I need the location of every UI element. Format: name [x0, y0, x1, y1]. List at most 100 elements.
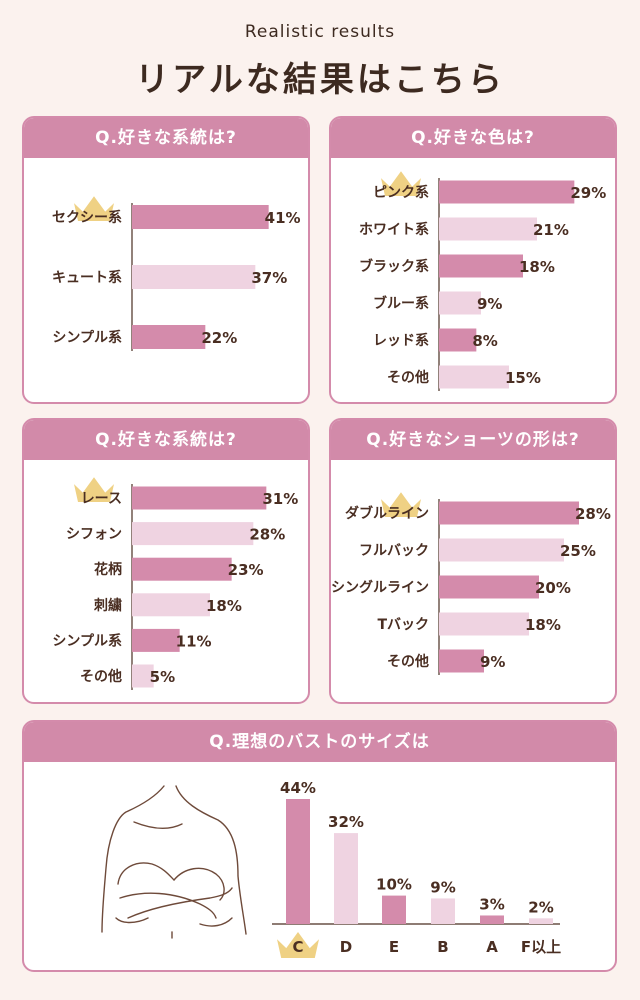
- bar: [132, 593, 210, 617]
- category-label: F以上: [521, 938, 561, 956]
- bar: [439, 365, 509, 389]
- panel-title: Q.好きなショーツの形は?: [331, 420, 615, 460]
- bar: [439, 254, 523, 278]
- value-label: 21%: [533, 221, 569, 239]
- value-label: 31%: [262, 490, 298, 508]
- category-label: セクシー系: [52, 209, 122, 226]
- bar: [382, 895, 406, 924]
- value-label: 28%: [249, 526, 285, 544]
- value-label: 10%: [376, 876, 412, 894]
- bar: [132, 325, 206, 349]
- style-bar-chart: セクシー系 41% キュート系 37% シンプル系 22%: [52, 196, 301, 351]
- category-label: シンプル系: [52, 329, 122, 346]
- value-label: 37%: [251, 269, 287, 287]
- design-bar-chart: レース 31% シフォン 28% 花柄 23% 刺繍 18% シンプル系 11% その他 5%: [52, 477, 298, 690]
- category-label: フルバック: [359, 543, 429, 559]
- value-label: 18%: [519, 258, 555, 276]
- value-label: 28%: [575, 505, 611, 523]
- category-label: ホワイト系: [359, 221, 429, 238]
- bust-bar-chart: 44% C 32% D 10% E 9% B 3% A 2% F以上: [272, 779, 561, 958]
- bar: [439, 612, 529, 636]
- bar: [439, 291, 481, 315]
- bar: [132, 628, 180, 652]
- bar: [132, 486, 267, 510]
- bar: [132, 522, 254, 546]
- panel-shorts: Q.好きなショーツの形は? ダブルライン 28% フルバック 25% シングルライン 20…: [329, 418, 617, 704]
- eyebrow-text: Realistic results: [244, 22, 396, 42]
- value-label: 9%: [430, 878, 455, 896]
- category-label: レッド系: [373, 332, 429, 349]
- value-label: 9%: [477, 295, 502, 313]
- bar: [439, 649, 484, 673]
- crown-icon: [381, 171, 421, 196]
- value-label: 25%: [560, 542, 596, 560]
- category-label: その他: [387, 369, 429, 386]
- value-label: 3%: [479, 895, 504, 913]
- bar: [132, 265, 256, 289]
- value-label: 22%: [201, 329, 237, 347]
- bar: [286, 799, 310, 924]
- shorts-bar-chart: ダブルライン 28% フルバック 25% シングルライン 20% Tバック 18% その他 9%: [331, 492, 611, 675]
- category-label: 花柄: [94, 561, 122, 578]
- bar: [439, 538, 564, 562]
- value-label: 9%: [480, 653, 505, 671]
- bar: [439, 328, 477, 352]
- crown-icon: [74, 196, 114, 221]
- panel-design: Q.好きな系統は? レース 31% シフォン 28% 花柄 23% 刺繍 18% シンプル系 11…: [22, 418, 310, 704]
- panel-title: Q.理想のバストのサイズは: [24, 722, 615, 762]
- value-label: 29%: [570, 184, 606, 202]
- panel-color: Q.好きな色は? ピンク系 29% ホワイト系 21% ブラック系 18% ブルー系 9% レッ…: [329, 116, 617, 404]
- category-label: シンプル系: [52, 632, 122, 649]
- category-label: その他: [387, 653, 429, 670]
- category-label: キュート系: [52, 269, 122, 286]
- bar: [439, 217, 537, 241]
- bar: [439, 180, 575, 204]
- category-label: ダブルライン: [345, 505, 429, 522]
- value-label: 23%: [228, 561, 264, 579]
- category-label: レース: [81, 491, 122, 507]
- bar: [132, 557, 232, 581]
- value-label: 44%: [280, 779, 316, 797]
- category-label: ブルー系: [373, 295, 429, 312]
- panel-title: Q.好きな系統は?: [24, 118, 308, 158]
- category-label: B: [437, 938, 448, 956]
- bar: [480, 915, 504, 924]
- category-label: 刺繍: [94, 597, 122, 614]
- crown-icon: [381, 492, 421, 517]
- category-label: Tバック: [377, 617, 429, 633]
- value-label: 32%: [328, 813, 364, 831]
- bar: [132, 664, 154, 688]
- color-bar-chart: ピンク系 29% ホワイト系 21% ブラック系 18% ブルー系 9% レッド系 8% その他 15…: [359, 171, 606, 391]
- bar: [439, 501, 579, 525]
- value-label: 8%: [472, 332, 497, 350]
- bar: [132, 205, 269, 229]
- category-label: E: [389, 938, 399, 956]
- panel-title: Q.好きな系統は?: [24, 420, 308, 460]
- bar: [431, 898, 455, 924]
- value-label: 41%: [265, 209, 301, 227]
- value-label: 2%: [528, 898, 553, 916]
- value-label: 15%: [505, 369, 541, 387]
- bar: [529, 918, 553, 924]
- panel-title: Q.好きな色は?: [331, 118, 615, 158]
- crown-icon: [277, 931, 319, 958]
- panel-bust: Q.理想のバストのサイズは 44% C 32% D 10% E 9% B 3% A 2% F以上: [22, 720, 617, 972]
- bar: [334, 833, 358, 924]
- category-label: その他: [80, 668, 122, 685]
- bar: [439, 575, 539, 599]
- panel-style: Q.好きな系統は? セクシー系 41% キュート系 37% シンプル系 22%: [22, 116, 310, 404]
- value-label: 11%: [176, 632, 212, 650]
- bust-illustration: [101, 785, 247, 939]
- category-label: シングルライン: [331, 579, 429, 596]
- category-label: A: [486, 938, 498, 956]
- value-label: 18%: [206, 597, 242, 615]
- value-label: 18%: [525, 616, 561, 634]
- category-label: ブラック系: [359, 258, 429, 275]
- page-title: リアルな結果はこちら: [135, 60, 505, 100]
- value-label: 5%: [150, 668, 175, 686]
- category-label: シフォン: [66, 527, 122, 543]
- category-label: C: [292, 938, 303, 956]
- crown-icon: [74, 477, 114, 502]
- category-label: D: [340, 938, 352, 956]
- category-label: ピンク系: [373, 184, 429, 201]
